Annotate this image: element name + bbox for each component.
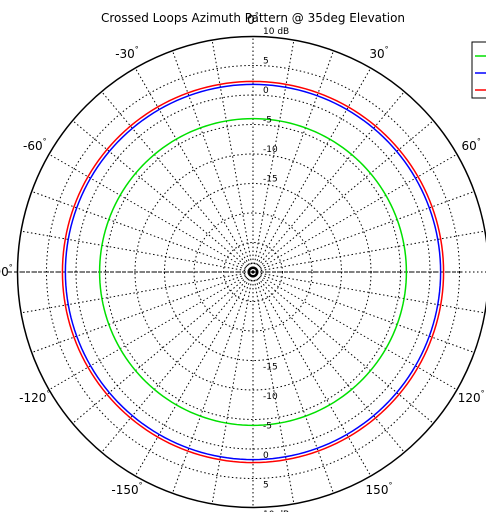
ring-label: 0 — [263, 451, 269, 461]
angle-label: 120° — [458, 389, 485, 405]
angle-label: -150° — [111, 481, 142, 497]
legend — [472, 42, 486, 98]
ring-label: -15 — [263, 363, 278, 373]
grid-spoke — [135, 272, 253, 476]
ring-label: 5 — [263, 481, 269, 491]
angle-label: -90° — [0, 263, 13, 279]
angle-label: -30° — [115, 45, 139, 61]
ring-label: -10 — [263, 392, 278, 402]
angle-labels: 0°30°60°90120°150°180°-150°-120°-90°-60°… — [0, 11, 486, 512]
ring-label: -5 — [263, 116, 272, 126]
angle-label: -60° — [23, 137, 47, 153]
ring-label: -5 — [263, 422, 272, 432]
ring-label: -10 — [263, 145, 278, 155]
grid-spoke — [253, 272, 371, 476]
grid-spoke — [253, 68, 371, 272]
grid-spoke — [253, 272, 457, 390]
ring-label: 10 dB — [263, 27, 289, 37]
ring-label: -15 — [263, 175, 278, 185]
ring-label: 5 — [263, 57, 269, 67]
angle-label: 150° — [366, 481, 393, 497]
angle-label: -120° — [19, 389, 50, 405]
ring-label: 0 — [263, 86, 269, 96]
polar-grid — [8, 36, 486, 508]
angle-label: 60° — [462, 137, 481, 153]
angle-label: 30° — [369, 45, 388, 61]
grid-spoke — [253, 154, 457, 272]
grid-spoke — [135, 68, 253, 272]
